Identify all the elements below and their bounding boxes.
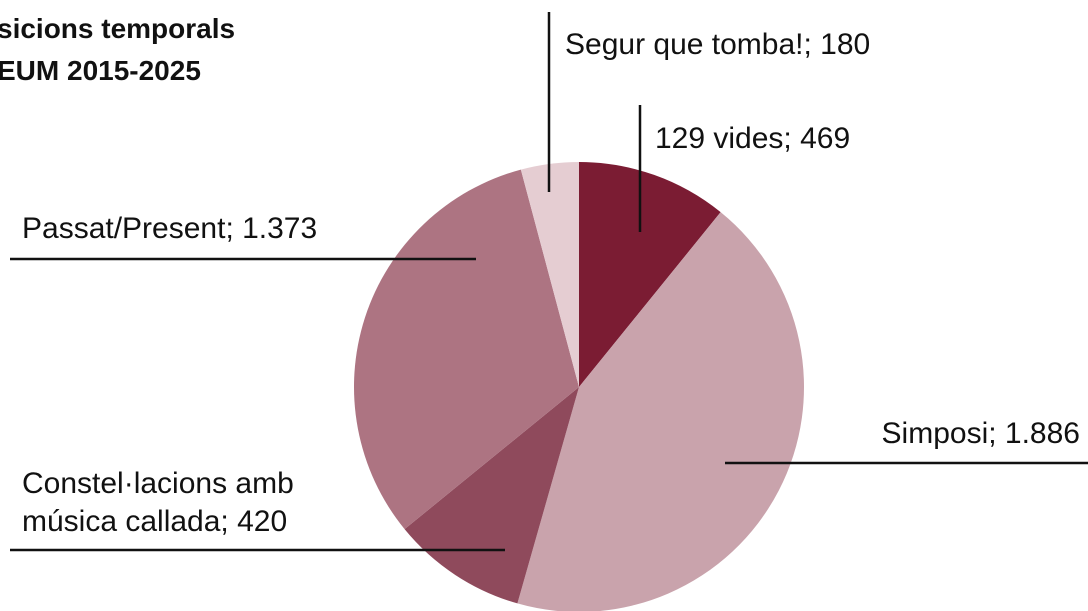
- slice-label: Constel·lacions amb: [22, 467, 294, 500]
- slice-label: Passat/Present; 1.373: [22, 212, 317, 245]
- pie-slice: [517, 212, 804, 611]
- pie-slice: [520, 162, 579, 387]
- slice-label: Segur que tomba!; 180: [565, 28, 870, 61]
- chart-title: sicions temporals: [0, 13, 235, 44]
- slice-label: Simposi; 1.886: [882, 417, 1080, 450]
- slice-label: 129 vides; 469: [655, 122, 850, 155]
- slice-label: música callada; 420: [22, 505, 287, 538]
- chart-title: EUM 2015-2025: [0, 55, 201, 86]
- pie-slice: [579, 162, 721, 387]
